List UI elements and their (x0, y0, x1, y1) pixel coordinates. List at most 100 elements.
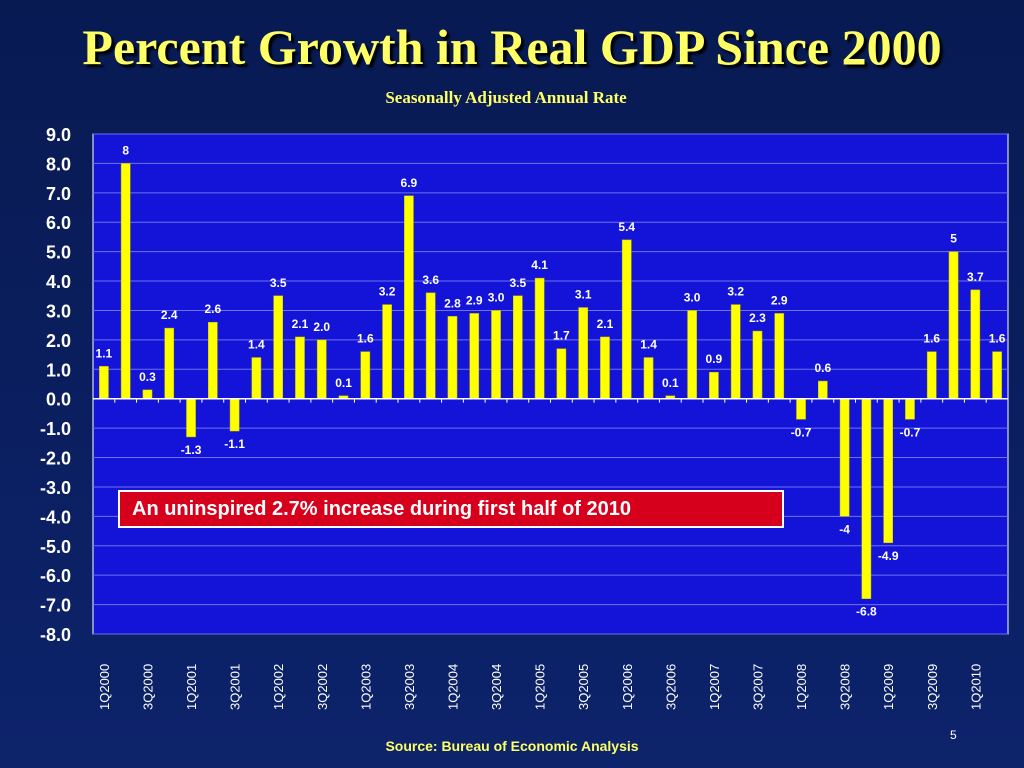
y-tick-label: 0.0 (46, 390, 71, 410)
data-label-1Q2003: 1.6 (357, 332, 374, 346)
x-tick-label-1Q2003: 1Q2003 (358, 664, 373, 710)
bar-4Q2000 (164, 327, 175, 399)
bar-4Q2004 (512, 295, 523, 399)
data-label-1Q2007: 0.9 (706, 352, 723, 366)
data-label-2Q2006: 1.4 (640, 338, 657, 352)
y-tick-label: 9.0 (46, 125, 71, 145)
y-tick-label: -3.0 (40, 478, 71, 498)
x-tick-label-1Q2009: 1Q2009 (881, 664, 896, 710)
data-label-3Q2005: 3.1 (575, 288, 592, 302)
callout-box: An uninspired 2.7% increase during first… (118, 490, 784, 528)
data-label-3Q2002: 2.0 (313, 320, 330, 334)
bar-1Q2005 (534, 277, 545, 399)
y-tick-label: -7.0 (40, 596, 71, 616)
bar-4Q2005 (600, 336, 610, 399)
bar-1Q2006 (621, 239, 632, 399)
x-tick-label-3Q2001: 3Q2001 (228, 664, 243, 710)
bar-2Q2001 (207, 321, 218, 399)
bar-3Q2005 (578, 307, 589, 399)
bar-1Q2009 (883, 398, 894, 544)
x-tick-label-3Q2008: 3Q2008 (838, 664, 853, 710)
bar-data-labels: 1.1 8 0.3 2.4 -1.3 2.6 -1.1 1.4 3.5 2.1 2.0 0.1 1.6 3… (96, 143, 1006, 618)
bar-1Q2001 (186, 398, 196, 438)
data-label-2Q2002: 2.1 (292, 317, 309, 331)
x-tick-label-3Q2003: 3Q2003 (402, 664, 417, 710)
page-number: 5 (950, 728, 957, 742)
data-label-1Q2001: -1.3 (181, 443, 202, 457)
x-tick-label-1Q2002: 1Q2002 (271, 664, 286, 710)
y-tick-label: 7.0 (46, 184, 71, 204)
x-tick-label-3Q2006: 3Q2006 (663, 664, 678, 710)
data-label-1Q2004: 2.8 (444, 296, 461, 310)
y-tick-label: -1.0 (40, 419, 71, 439)
bar-2Q2004 (469, 313, 480, 399)
y-tick-label: 5.0 (46, 243, 71, 263)
data-label-2Q2000: 8 (122, 143, 129, 157)
slide-title: Percent Growth in Real GDP Since 2000 (82, 19, 942, 75)
bar-1Q2008 (796, 398, 806, 420)
data-label-2Q2001: 2.6 (204, 302, 221, 316)
data-label-3Q2007: 2.3 (749, 311, 766, 325)
x-tick-label-3Q2005: 3Q2005 (576, 664, 591, 710)
bar-3Q2007 (752, 330, 763, 399)
x-tick-label-1Q2006: 1Q2006 (620, 664, 635, 710)
y-tick-label: 8.0 (46, 154, 71, 174)
bar-2Q2000 (120, 163, 131, 399)
y-axis-tick-labels: 9.0 8.0 7.0 6.0 5.0 4.0 3.0 2.0 1.0 0.0 -1.0 -2.0 -3… (40, 125, 71, 645)
data-label-4Q2007: 2.9 (771, 293, 788, 307)
bar-2Q2002 (295, 336, 305, 399)
bar-3Q2004 (491, 310, 501, 399)
bar-3Q2000 (142, 389, 153, 399)
x-axis-tick-labels: 1Q2000 3Q2000 1Q2001 3Q2001 1Q2002 3Q2002 1Q20… (97, 664, 983, 710)
data-label-1Q2009: -4.9 (878, 549, 899, 563)
bar-1Q2002 (273, 295, 284, 399)
bar-2Q2006 (643, 357, 654, 399)
data-label-4Q2000: 2.4 (161, 308, 178, 322)
bar-4Q2009 (948, 251, 959, 399)
y-tick-label: -6.0 (40, 566, 71, 586)
x-tick-label-1Q2007: 1Q2007 (707, 664, 722, 710)
bar-2Q2009 (905, 398, 915, 420)
bar-2Q2005 (556, 348, 567, 399)
data-label-2Q2003: 3.2 (379, 285, 396, 299)
bar-1Q2010 (970, 289, 981, 399)
data-label-4Q2009: 5 (950, 232, 957, 246)
x-tick-label-1Q2010: 1Q2010 (968, 664, 983, 710)
bar-3Q2001 (229, 398, 240, 432)
bar-4Q2008 (861, 398, 872, 599)
x-tick-label-3Q2002: 3Q2002 (315, 664, 330, 710)
data-label-2Q2008: 0.6 (814, 361, 831, 375)
data-label-1Q2008: -0.7 (791, 425, 812, 439)
data-label-4Q2002: 0.1 (335, 376, 352, 390)
y-tick-label: 4.0 (46, 272, 71, 292)
data-label-4Q2001: 1.4 (248, 338, 265, 352)
y-tick-label: 6.0 (46, 213, 71, 233)
y-tick-label: -5.0 (40, 537, 71, 557)
bar-1Q2000 (99, 366, 109, 399)
x-tick-label-3Q2009: 3Q2009 (925, 664, 940, 710)
data-label-2Q2007: 3.2 (727, 285, 744, 299)
x-tick-label-1Q2000: 1Q2000 (97, 664, 112, 710)
bar-4Q2007 (774, 313, 785, 399)
bar-4Q2006 (687, 310, 697, 399)
data-label-4Q2008: -6.8 (856, 605, 877, 619)
y-tick-label: 3.0 (46, 301, 71, 321)
data-label-3Q2004: 3.0 (488, 290, 505, 304)
bar-2Q2008 (817, 380, 828, 399)
data-label-3Q2006: 0.1 (662, 376, 679, 390)
x-tick-label-1Q2008: 1Q2008 (794, 664, 809, 710)
bar-4Q2001 (251, 357, 262, 399)
data-label-3Q2008: -4 (839, 522, 850, 536)
y-tick-label: 1.0 (46, 360, 71, 380)
slide-subtitle: Seasonally Adjusted Annual Rate (385, 88, 627, 107)
bar-3Q2009 (926, 351, 937, 399)
data-label-4Q2005: 2.1 (597, 317, 614, 331)
data-label-1Q2002: 3.5 (270, 276, 287, 290)
data-label-3Q2003: 6.9 (401, 176, 418, 190)
x-tick-label-1Q2004: 1Q2004 (445, 664, 460, 710)
bar-3Q2002 (316, 339, 327, 399)
data-label-1Q2000: 1.1 (96, 346, 113, 360)
data-label-2Q2010: 1.6 (989, 332, 1006, 346)
plot-area (92, 133, 1009, 635)
